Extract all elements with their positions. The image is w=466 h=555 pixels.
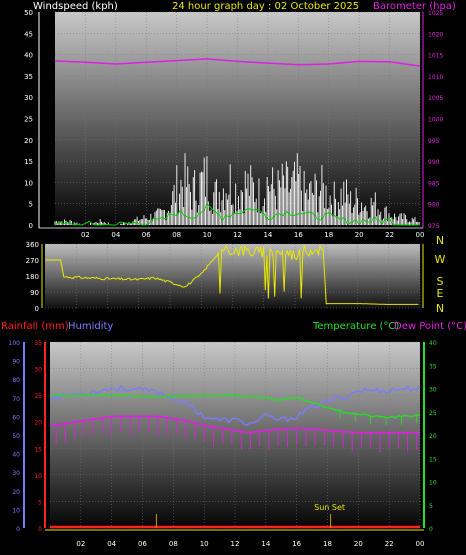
rain-y-tick: 10 [34,473,42,480]
humidity-y-tick: 100 [9,340,21,347]
direction-y-tick: 180 [26,273,39,281]
baro-y-tick: 1005 [428,95,443,102]
humidity-y-tick: 60 [12,414,20,421]
rain-y-tick: 25 [34,393,42,400]
wind-y-tick: 10 [24,179,33,187]
baro-y-tick: 990 [428,159,440,166]
baro-y-tick: 1015 [428,53,443,60]
compass-letter: N [436,302,444,315]
wind-direction-line [45,244,419,305]
wind-x-tick: 20 [355,231,364,239]
rainfall-label: Rainfall (mm) [1,321,69,332]
wind-y-tick: 40 [24,52,33,60]
wind-x-tick: 14 [263,231,272,239]
windspeed-label: Windspeed (kph) [33,1,118,12]
humidity-y-tick: 80 [12,377,20,384]
humidity-y-tick: 0 [16,526,20,533]
temp-x-tick: 12 [231,540,240,548]
humidity-label: Humidity [68,321,114,332]
wind-x-tick: 22 [385,231,394,239]
humidity-line [49,384,421,426]
temp-y-tick: 15 [429,456,437,463]
wind-y-tick: 15 [24,158,33,166]
temp-y-tick: 20 [429,433,437,440]
wind-average-line [54,203,421,226]
compass-letter: W [435,253,446,266]
compass-letter: E [437,287,444,300]
rain-y-tick: 15 [34,446,42,453]
temperature-label: Temperature (°C) [313,321,400,332]
temp-y-tick: 10 [429,480,437,487]
wind-y-tick: 0 [29,222,33,230]
chart-title: 24 hour graph day : 02 October 2025 [172,1,360,12]
dewpoint-label: Dew Point (°C) [394,321,466,332]
baro-y-tick: 1025 [428,10,443,17]
temp-x-tick: 10 [200,540,209,548]
humidity-y-tick: 70 [12,396,20,403]
barometer-label: Barometer (hpa) [373,1,456,12]
direction-y-tick: 90 [30,289,39,297]
baro-y-tick: 1020 [428,31,443,38]
compass-letter: N [436,234,444,247]
baro-y-tick: 985 [428,180,440,187]
wind-y-tick: 30 [24,94,33,102]
dewpoint-line [49,415,420,434]
temp-x-tick: 00 [416,540,425,548]
wind-y-tick: 20 [24,137,33,145]
temp-x-tick: 22 [385,540,394,548]
sunset-label: Sun Set [314,503,345,512]
temp-x-tick: 16 [292,540,301,548]
wind-x-tick: 12 [233,231,242,239]
temp-y-tick: 25 [429,410,437,417]
humidity-y-tick: 20 [12,489,20,496]
temp-y-tick: 0 [429,526,433,533]
temp-x-tick: 20 [354,540,363,548]
rain-y-tick: 0 [38,526,42,533]
humidity-y-tick: 90 [12,359,20,366]
wind-y-tick: 35 [24,73,33,81]
wind-y-tick: 45 [24,30,33,38]
wind-x-tick: 16 [294,231,303,239]
temp-y-tick: 5 [429,503,433,510]
temp-x-tick: 18 [323,540,332,548]
wind-y-tick: 25 [24,116,33,124]
baro-y-tick: 980 [428,202,440,209]
wind-y-tick: 5 [29,201,33,209]
temp-x-tick: 02 [76,540,85,548]
wind-x-tick: 02 [81,231,90,239]
wind-x-tick: 06 [142,231,151,239]
baro-y-tick: 1000 [428,117,443,124]
rain-y-tick: 5 [38,499,42,506]
temp-y-tick: 40 [429,340,437,347]
temp-x-tick: 04 [107,540,116,548]
temp-y-tick: 30 [429,387,437,394]
rain-y-tick: 30 [34,367,42,374]
humidity-y-tick: 40 [12,452,20,459]
compass-letter: S [437,275,444,288]
wind-x-tick: 04 [111,231,120,239]
wind-x-tick: 00 [416,231,425,239]
direction-y-tick: 360 [26,241,39,249]
temp-y-tick: 35 [429,363,437,370]
wind-x-tick: 10 [203,231,212,239]
humidity-y-tick: 50 [12,433,20,440]
direction-y-tick: 0 [35,305,39,313]
wind-y-tick: 50 [24,9,33,17]
rain-y-tick: 35 [34,340,42,347]
humidity-y-tick: 10 [12,507,20,514]
baro-y-tick: 975 [428,223,440,230]
temp-x-tick: 08 [169,540,178,548]
direction-y-tick: 270 [26,257,39,265]
humidity-y-tick: 30 [12,470,20,477]
temp-x-tick: 14 [261,540,270,548]
temp-x-tick: 06 [138,540,147,548]
rain-y-tick: 20 [34,420,42,427]
baro-y-tick: 1010 [428,74,443,81]
baro-y-tick: 995 [428,138,440,145]
wind-x-tick: 18 [324,231,333,239]
wind-x-tick: 08 [172,231,181,239]
barometer-line [54,58,421,67]
temperature-line [49,393,421,419]
